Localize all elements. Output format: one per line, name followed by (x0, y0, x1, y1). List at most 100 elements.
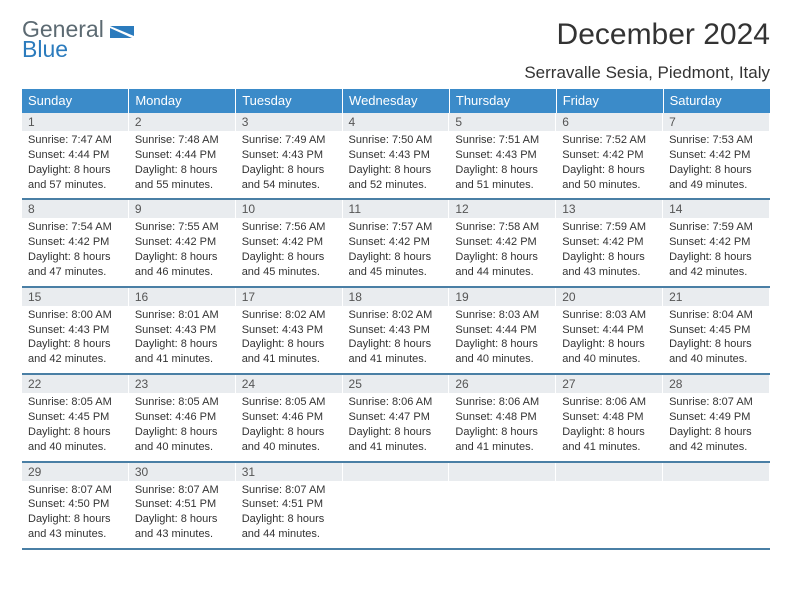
sunset-text: Sunset: 4:43 PM (242, 148, 337, 163)
day-details: Sunrise: 8:03 AMSunset: 4:44 PMDaylight:… (556, 306, 663, 373)
day-cell: 8Sunrise: 7:54 AMSunset: 4:42 PMDaylight… (22, 199, 129, 286)
sunrise-text: Sunrise: 8:07 AM (242, 483, 337, 498)
brand-mark-icon (108, 18, 138, 52)
day-cell: 24Sunrise: 8:05 AMSunset: 4:46 PMDayligh… (236, 374, 343, 461)
day-details: Sunrise: 7:59 AMSunset: 4:42 PMDaylight:… (556, 218, 663, 285)
day-details: Sunrise: 7:57 AMSunset: 4:42 PMDaylight:… (343, 218, 450, 285)
day-cell (663, 462, 770, 549)
daylight-text: Daylight: 8 hours and 41 minutes. (562, 425, 657, 455)
daylight-text: Daylight: 8 hours and 42 minutes. (669, 250, 764, 280)
day-cell: 7Sunrise: 7:53 AMSunset: 4:42 PMDaylight… (663, 113, 770, 199)
day-cell: 10Sunrise: 7:56 AMSunset: 4:42 PMDayligh… (236, 199, 343, 286)
sunrise-text: Sunrise: 7:50 AM (349, 133, 444, 148)
sunset-text: Sunset: 4:45 PM (28, 410, 123, 425)
day-cell: 29Sunrise: 8:07 AMSunset: 4:50 PMDayligh… (22, 462, 129, 549)
day-number: 23 (129, 375, 236, 393)
day-cell: 16Sunrise: 8:01 AMSunset: 4:43 PMDayligh… (129, 287, 236, 374)
day-number: 24 (236, 375, 343, 393)
day-cell (449, 462, 556, 549)
day-number: 3 (236, 113, 343, 131)
day-number: 11 (343, 200, 450, 218)
sunset-text: Sunset: 4:42 PM (28, 235, 123, 250)
sunset-text: Sunset: 4:44 PM (455, 323, 550, 338)
sunset-text: Sunset: 4:42 PM (669, 235, 764, 250)
sunset-text: Sunset: 4:43 PM (28, 323, 123, 338)
sunrise-text: Sunrise: 7:47 AM (28, 133, 123, 148)
week-row: 22Sunrise: 8:05 AMSunset: 4:45 PMDayligh… (22, 374, 770, 461)
day-details: Sunrise: 8:02 AMSunset: 4:43 PMDaylight:… (343, 306, 450, 373)
day-cell: 5Sunrise: 7:51 AMSunset: 4:43 PMDaylight… (449, 113, 556, 199)
sunrise-text: Sunrise: 8:04 AM (669, 308, 764, 323)
day-cell (556, 462, 663, 549)
day-number: 2 (129, 113, 236, 131)
month-title: December 2024 (557, 18, 770, 52)
day-cell: 23Sunrise: 8:05 AMSunset: 4:46 PMDayligh… (129, 374, 236, 461)
daylight-text: Daylight: 8 hours and 41 minutes. (455, 425, 550, 455)
day-number: 10 (236, 200, 343, 218)
daylight-text: Daylight: 8 hours and 49 minutes. (669, 163, 764, 193)
day-number: 17 (236, 288, 343, 306)
sunset-text: Sunset: 4:43 PM (455, 148, 550, 163)
day-details: Sunrise: 8:01 AMSunset: 4:43 PMDaylight:… (129, 306, 236, 373)
sunset-text: Sunset: 4:43 PM (349, 323, 444, 338)
calendar-table: Sunday Monday Tuesday Wednesday Thursday… (22, 89, 770, 550)
day-number: 15 (22, 288, 129, 306)
daylight-text: Daylight: 8 hours and 40 minutes. (562, 337, 657, 367)
day-number: 7 (663, 113, 770, 131)
day-cell: 14Sunrise: 7:59 AMSunset: 4:42 PMDayligh… (663, 199, 770, 286)
day-details: Sunrise: 7:49 AMSunset: 4:43 PMDaylight:… (236, 131, 343, 198)
day-cell: 17Sunrise: 8:02 AMSunset: 4:43 PMDayligh… (236, 287, 343, 374)
sunset-text: Sunset: 4:43 PM (242, 323, 337, 338)
sunrise-text: Sunrise: 8:03 AM (562, 308, 657, 323)
day-details: Sunrise: 7:59 AMSunset: 4:42 PMDaylight:… (663, 218, 770, 285)
sunrise-text: Sunrise: 8:07 AM (669, 395, 764, 410)
day-cell (343, 462, 450, 549)
sunrise-text: Sunrise: 8:07 AM (135, 483, 230, 498)
day-cell: 28Sunrise: 8:07 AMSunset: 4:49 PMDayligh… (663, 374, 770, 461)
sunrise-text: Sunrise: 7:52 AM (562, 133, 657, 148)
daylight-text: Daylight: 8 hours and 43 minutes. (562, 250, 657, 280)
day-number: 18 (343, 288, 450, 306)
daylight-text: Daylight: 8 hours and 42 minutes. (669, 425, 764, 455)
day-details: Sunrise: 7:56 AMSunset: 4:42 PMDaylight:… (236, 218, 343, 285)
day-details-empty (556, 481, 663, 543)
sunrise-text: Sunrise: 7:53 AM (669, 133, 764, 148)
day-details: Sunrise: 7:53 AMSunset: 4:42 PMDaylight:… (663, 131, 770, 198)
day-number-empty (449, 463, 556, 481)
day-cell: 12Sunrise: 7:58 AMSunset: 4:42 PMDayligh… (449, 199, 556, 286)
sunrise-text: Sunrise: 7:57 AM (349, 220, 444, 235)
day-header: Monday (129, 89, 236, 113)
day-number: 4 (343, 113, 450, 131)
day-details: Sunrise: 8:07 AMSunset: 4:51 PMDaylight:… (236, 481, 343, 548)
sunset-text: Sunset: 4:42 PM (242, 235, 337, 250)
day-header: Tuesday (236, 89, 343, 113)
day-details: Sunrise: 8:04 AMSunset: 4:45 PMDaylight:… (663, 306, 770, 373)
location-text: Serravalle Sesia, Piedmont, Italy (22, 63, 770, 83)
day-cell: 31Sunrise: 8:07 AMSunset: 4:51 PMDayligh… (236, 462, 343, 549)
sunrise-text: Sunrise: 7:56 AM (242, 220, 337, 235)
day-header: Thursday (449, 89, 556, 113)
day-number: 6 (556, 113, 663, 131)
sunrise-text: Sunrise: 8:05 AM (135, 395, 230, 410)
day-details: Sunrise: 8:03 AMSunset: 4:44 PMDaylight:… (449, 306, 556, 373)
daylight-text: Daylight: 8 hours and 42 minutes. (28, 337, 123, 367)
sunrise-text: Sunrise: 7:59 AM (562, 220, 657, 235)
day-number: 16 (129, 288, 236, 306)
week-row: 8Sunrise: 7:54 AMSunset: 4:42 PMDaylight… (22, 199, 770, 286)
sunset-text: Sunset: 4:42 PM (455, 235, 550, 250)
daylight-text: Daylight: 8 hours and 50 minutes. (562, 163, 657, 193)
day-details: Sunrise: 8:07 AMSunset: 4:49 PMDaylight:… (663, 393, 770, 460)
day-cell: 11Sunrise: 7:57 AMSunset: 4:42 PMDayligh… (343, 199, 450, 286)
daylight-text: Daylight: 8 hours and 40 minutes. (455, 337, 550, 367)
day-cell: 27Sunrise: 8:06 AMSunset: 4:48 PMDayligh… (556, 374, 663, 461)
sunrise-text: Sunrise: 8:02 AM (242, 308, 337, 323)
day-number: 13 (556, 200, 663, 218)
sunset-text: Sunset: 4:42 PM (349, 235, 444, 250)
day-cell: 19Sunrise: 8:03 AMSunset: 4:44 PMDayligh… (449, 287, 556, 374)
sunrise-text: Sunrise: 7:59 AM (669, 220, 764, 235)
sunset-text: Sunset: 4:42 PM (135, 235, 230, 250)
sunset-text: Sunset: 4:44 PM (28, 148, 123, 163)
sunrise-text: Sunrise: 7:54 AM (28, 220, 123, 235)
daylight-text: Daylight: 8 hours and 40 minutes. (669, 337, 764, 367)
week-row: 29Sunrise: 8:07 AMSunset: 4:50 PMDayligh… (22, 462, 770, 549)
